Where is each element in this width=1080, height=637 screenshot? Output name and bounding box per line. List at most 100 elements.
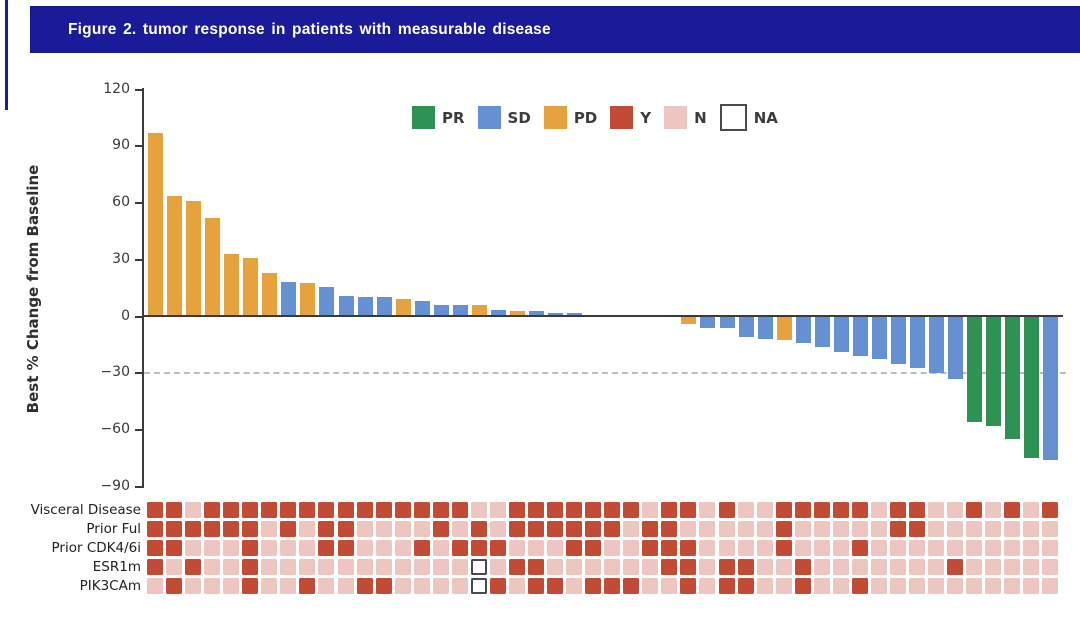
annotation-cell (223, 521, 240, 537)
annotation-cell (566, 578, 583, 594)
annotation-cell (832, 559, 849, 575)
annotation-cell (166, 502, 183, 518)
annotation-cell (889, 578, 906, 594)
annotation-cell (813, 502, 830, 518)
annotation-cell (508, 559, 525, 575)
annotation-cell (623, 578, 640, 594)
annotation-cell (737, 521, 754, 537)
figure-title: Figure 2. tumor response in patients wit… (68, 20, 551, 38)
annotation-cell (547, 521, 564, 537)
annotation-cell (223, 540, 240, 556)
annotation-cell (489, 578, 506, 594)
patient-bar (948, 316, 964, 379)
annotation-cell (566, 559, 583, 575)
annotation-cell (451, 521, 468, 537)
annotation-cell (508, 540, 525, 556)
y-tick-label: −30 (100, 364, 130, 381)
annotation-cell (585, 521, 602, 537)
annotation-cell (813, 540, 830, 556)
annotation-cell (356, 540, 373, 556)
annotation-cell (661, 502, 678, 518)
annotation-cell (832, 540, 849, 556)
y-tick-mark (135, 315, 142, 318)
annotation-cell (280, 540, 297, 556)
annotation-cell (261, 559, 278, 575)
annotation-cell (489, 559, 506, 575)
legend-label: PR (442, 108, 465, 127)
annotation-cell (604, 578, 621, 594)
legend-swatch-pd (543, 106, 567, 129)
annotation-cell (166, 540, 183, 556)
annotation-cell (204, 578, 221, 594)
annotation-cell (1042, 502, 1059, 518)
legend-label: NA (753, 108, 778, 127)
annotation-cell (947, 502, 964, 518)
annotation-cell (508, 578, 525, 594)
annotation-cell (318, 521, 335, 537)
patient-bar (986, 316, 1002, 427)
patient-bar (167, 195, 183, 317)
patient-bar (357, 296, 373, 317)
annotation-cell (204, 502, 221, 518)
annotation-cell (623, 502, 640, 518)
annotation-cell (470, 502, 487, 518)
annotation-cell (680, 540, 697, 556)
annotation-cell (851, 502, 868, 518)
annotation-cell (566, 521, 583, 537)
annotation-cell (985, 540, 1002, 556)
annotation-cell (242, 578, 259, 594)
annotation-cell (242, 521, 259, 537)
y-tick-label: 0 (121, 307, 130, 324)
annotation-cell (528, 521, 544, 537)
patient-bar (452, 305, 468, 317)
patient-bar (224, 254, 240, 317)
patient-bar (529, 310, 544, 317)
legend-swatch-pr (412, 106, 435, 129)
annotation-cell (718, 559, 735, 575)
annotation-cell (356, 521, 373, 537)
annotation-cell (966, 559, 983, 575)
annotation-cell (147, 502, 163, 518)
annotation-cell (1042, 559, 1059, 575)
annotation-cell (223, 578, 240, 594)
annotation-cell (585, 559, 602, 575)
annotation-cell (1042, 540, 1059, 556)
annotation-cell (470, 521, 487, 537)
annotation-cell (528, 540, 544, 556)
annotation-cell (528, 578, 544, 594)
patient-bar (833, 316, 849, 353)
annotation-cell (337, 578, 354, 594)
annotation-cell (394, 578, 411, 594)
annotation-cell (375, 521, 392, 537)
annotation-cell (204, 521, 221, 537)
annotation-cell (794, 559, 811, 575)
annotation-cell (432, 502, 449, 518)
patient-bar (890, 316, 906, 364)
annotation-cell (642, 521, 659, 537)
annotation-cell (394, 502, 411, 518)
annotation-cell (451, 540, 468, 556)
annotation-cell (1023, 578, 1040, 594)
annotation-cell (451, 502, 468, 518)
annotation-cell (966, 540, 983, 556)
annotation-cell (147, 521, 163, 537)
patient-bar (300, 283, 316, 317)
patient-bar (910, 316, 925, 368)
annotation-cell (547, 540, 564, 556)
annotation-cell (147, 559, 163, 575)
patient-bar (490, 309, 506, 317)
annotation-cell (280, 502, 297, 518)
annotation-cell (585, 502, 602, 518)
annotation-cell (299, 559, 316, 575)
annotation-cell (604, 559, 621, 575)
annotation-cell (413, 502, 430, 518)
patient-bar (700, 316, 716, 328)
annotation-cell (851, 540, 868, 556)
annotation-cell (375, 502, 392, 518)
y-tick-mark (135, 88, 142, 91)
annotation-cell (261, 521, 278, 537)
annotation-cell (547, 578, 564, 594)
annotation-cell (1023, 540, 1040, 556)
annotation-cell (642, 502, 659, 518)
annotation-cell (661, 578, 678, 594)
